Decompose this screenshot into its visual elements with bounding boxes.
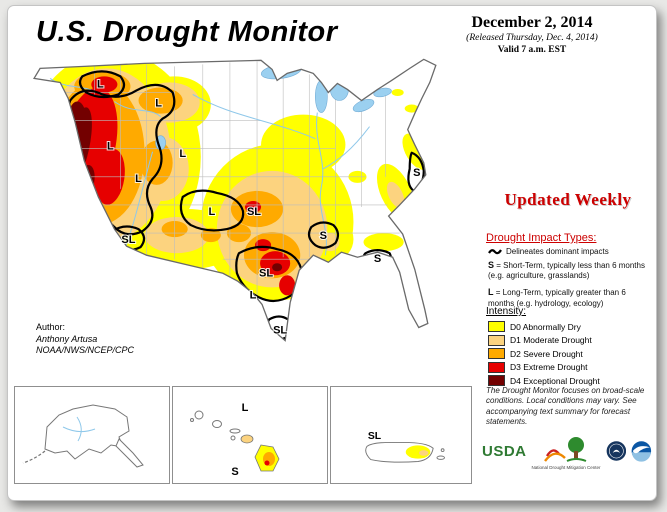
- author-block: Author: Anthony Artusa NOAA/NWS/NCEP/CPC: [36, 322, 134, 357]
- legend-label: D4 Exceptional Drought: [510, 375, 600, 386]
- impact-label-L: L: [250, 289, 257, 301]
- legend-swatch: [488, 321, 505, 332]
- dominant-impacts-row: Delineates dominant impacts: [488, 247, 650, 256]
- impact-types-heading: Drought Impact Types:: [486, 232, 597, 244]
- legend-label: D3 Extreme Drought: [510, 362, 588, 372]
- impact-label-L: L: [107, 141, 114, 153]
- impact-label-S: S: [374, 253, 381, 265]
- impact-label-L: L: [179, 148, 186, 160]
- disclaimer-text: The Drought Monitor focuses on broad-sca…: [486, 386, 645, 427]
- impact-label-SL: SL: [273, 325, 287, 337]
- page-title: U.S. Drought Monitor: [36, 16, 338, 48]
- intensity-legend-rows: D0 Abnormally Dry D1 Moderate Drought D2 S…: [486, 321, 650, 386]
- hawaii-impact-labels: LS: [230, 401, 249, 479]
- legend-item: D2 Severe Drought: [488, 348, 650, 359]
- impact-label-L: L: [97, 78, 104, 90]
- puerto-rico-inset: SL: [330, 386, 472, 484]
- hawaii-map: LS: [190, 401, 280, 479]
- legend-label: D0 Abnormally Dry: [510, 321, 581, 332]
- impact-label-S: S: [320, 230, 327, 242]
- conus-map-area: L L L L L SL L SL S SL L SL S S: [24, 56, 474, 366]
- puerto-rico-impact-labels: SL: [367, 430, 383, 443]
- impact-label-L: L: [208, 206, 215, 218]
- legend-swatch: [488, 348, 505, 359]
- legend-swatch: [488, 334, 505, 346]
- map-date: December 2, 2014: [471, 14, 593, 31]
- impact-label-S: S: [231, 466, 238, 478]
- short-term-definition: S = Short-Term, typically less than 6 mo…: [488, 260, 645, 281]
- state-boundaries: [34, 61, 400, 296]
- impact-label-L: L: [242, 402, 249, 414]
- impact-types-section: Drought Impact Types: Delineates dominan…: [486, 232, 650, 315]
- legend-label: D2 Severe Drought: [510, 348, 583, 359]
- impact-label-L: L: [135, 173, 142, 185]
- release-date: (Released Thursday, Dec. 4, 2014): [466, 33, 598, 43]
- impact-label-SL: SL: [247, 206, 261, 218]
- commerce-seal-icon: [606, 441, 626, 461]
- alaska-map: [22, 404, 144, 468]
- logo-row: USDA National Drought Mitigation Center: [482, 432, 652, 470]
- ndmc-logo-icon: [544, 437, 587, 462]
- intensity-heading: Intensity:: [486, 306, 527, 317]
- ndmc-caption: National Drought Mitigation Center: [531, 465, 601, 470]
- dominant-impacts-label: Delineates dominant impacts: [506, 247, 609, 256]
- impact-label-SL: SL: [259, 267, 273, 279]
- legend-swatch: [488, 361, 505, 373]
- updated-weekly-note: Updated Weekly: [504, 190, 632, 209]
- legend-swatch: [488, 375, 505, 386]
- author-label: Author:: [36, 322, 66, 332]
- impact-label-SL: SL: [368, 431, 382, 442]
- legend-item: D3 Extreme Drought: [488, 361, 650, 373]
- puerto-rico-map: SL: [365, 430, 445, 463]
- impact-label-SL: SL: [121, 234, 135, 246]
- short-term-key: S: [488, 260, 495, 270]
- drought-monitor-sheet: U.S. Drought Monitor December 2, 2014 (R…: [7, 5, 657, 501]
- long-term-key: L: [488, 287, 494, 298]
- legend-item: D4 Exceptional Drought: [488, 375, 650, 386]
- valid-time: Valid 7 a.m. EST: [497, 45, 567, 55]
- noaa-logo-icon: [631, 441, 652, 462]
- legend-label: D1 Moderate Drought: [510, 335, 592, 345]
- legend-item: D0 Abnormally Dry: [488, 321, 650, 332]
- alaska-panhandle: [115, 438, 144, 468]
- legend-item: D1 Moderate Drought: [488, 334, 650, 346]
- impact-label-S: S: [413, 167, 420, 179]
- long-term-definition: L = Long-Term, typically greater than 6 …: [488, 287, 626, 308]
- date-block: December 2, 2014 (Released Thursday, Dec…: [418, 14, 646, 55]
- alaska-inset: [14, 386, 170, 484]
- ndmc-logo: National Drought Mitigation Center: [532, 432, 601, 470]
- author-name: Anthony Artusa: [36, 333, 98, 344]
- author-org: NOAA/NWS/NCEP/CPC: [36, 345, 135, 356]
- aleutian-islands: [22, 450, 46, 464]
- impact-label-L: L: [155, 98, 162, 110]
- usda-logo: USDA: [482, 442, 527, 460]
- dominant-impacts-icon: [488, 249, 502, 255]
- rivers: [49, 77, 370, 256]
- intensity-legend: Intensity: D0 Abnormally Dry D1 Moderate …: [486, 306, 650, 389]
